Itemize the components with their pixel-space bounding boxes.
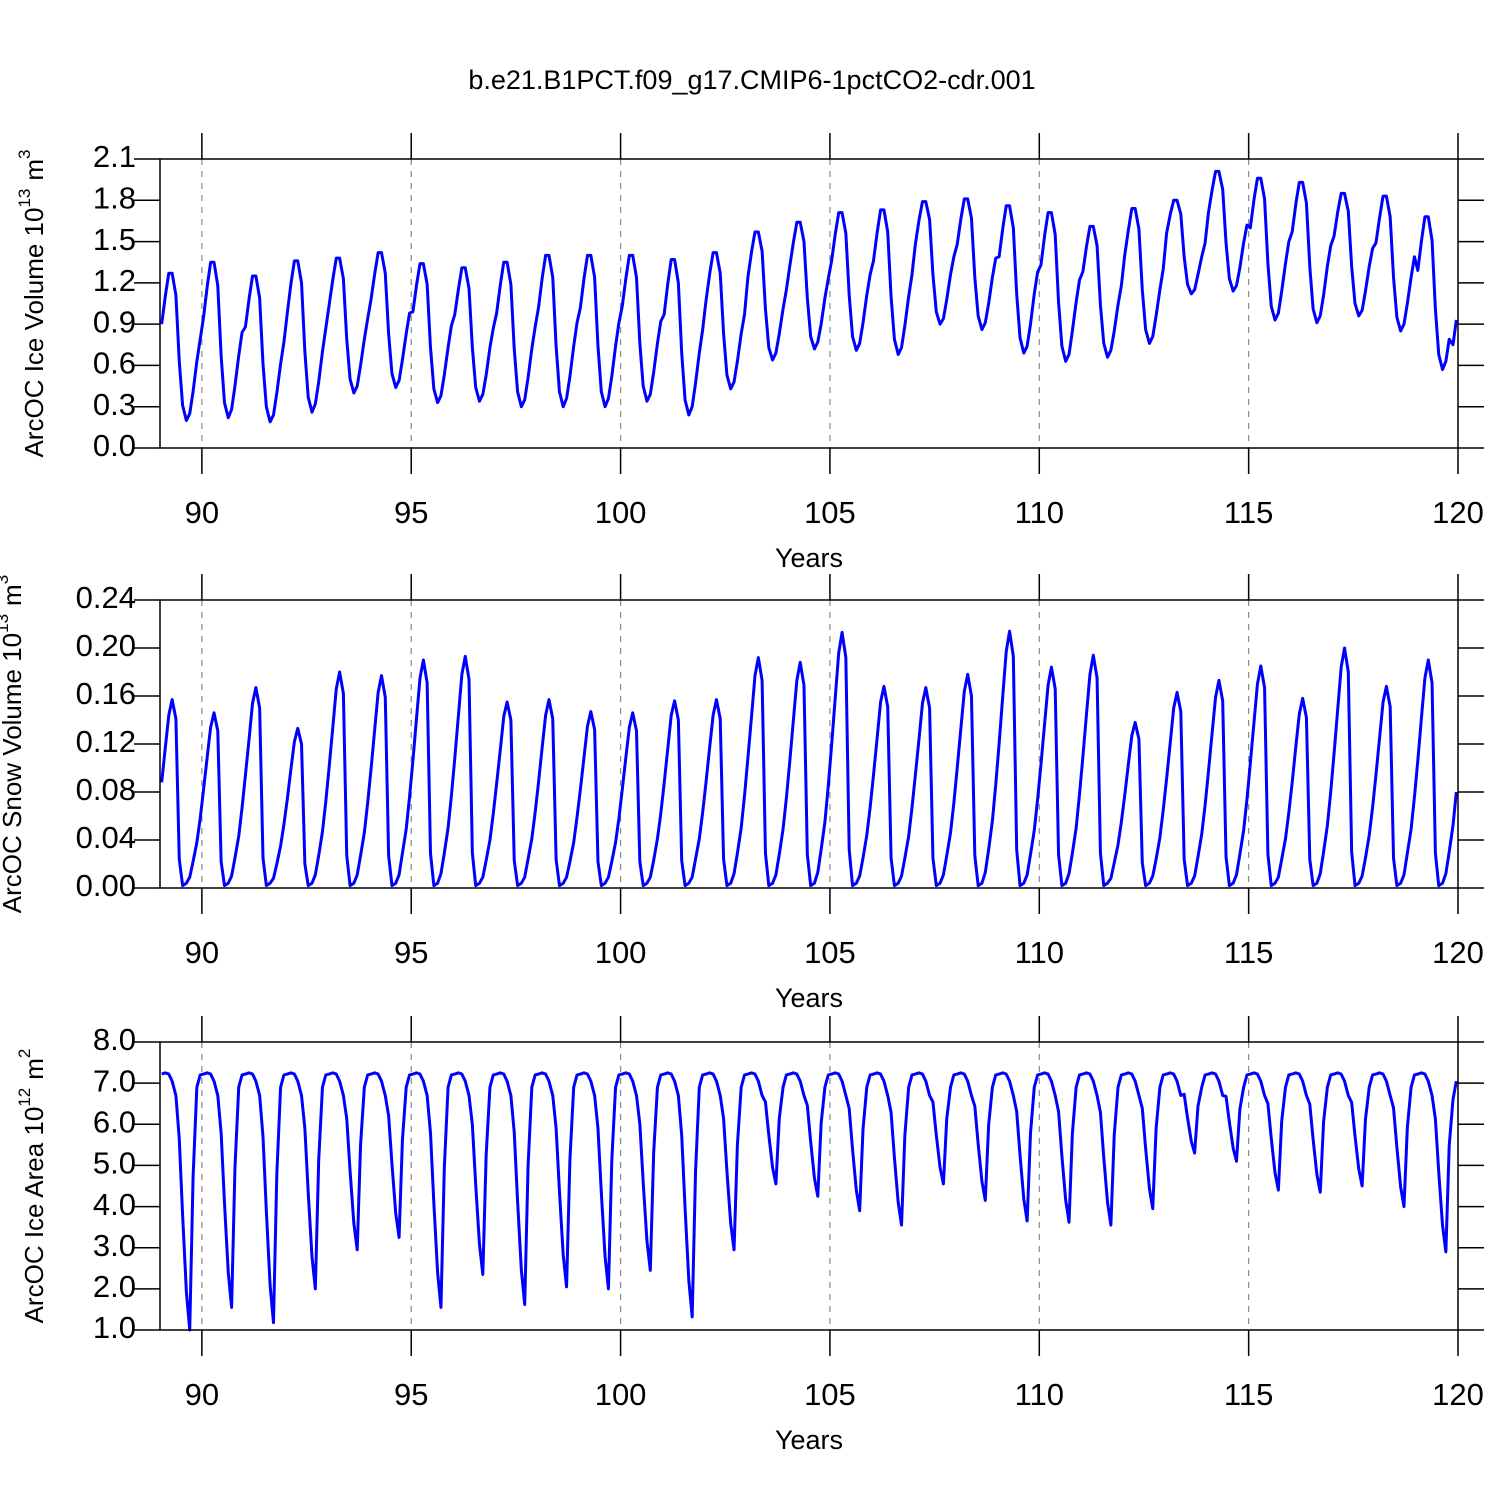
x-tick-label: 95	[394, 495, 428, 530]
x-tick-label: 120	[1432, 495, 1484, 530]
x-tick-label: 90	[185, 495, 219, 530]
x-tick-label: 110	[1015, 1377, 1064, 1412]
y-axis-label: ArcOC Ice Volume 1013 m3	[15, 149, 48, 457]
y-label-unit-exponent: 2	[15, 1049, 34, 1058]
y-tick-label: 0.00	[76, 868, 136, 903]
x-tick-label: 100	[595, 495, 647, 530]
data-line	[161, 1071, 1458, 1332]
plot-frame	[159, 599, 1459, 889]
y-tick-label: 0.6	[93, 346, 136, 381]
x-tick-label: 95	[394, 1377, 428, 1412]
y-tick-label: 5.0	[93, 1146, 136, 1181]
y-tick-label: 8.0	[93, 1022, 136, 1057]
x-axis-label: Years	[775, 983, 843, 1013]
y-tick-label: 1.8	[93, 180, 136, 215]
y-tick-label: 6.0	[93, 1104, 136, 1139]
figure-title: b.e21.B1PCT.f09_g17.CMIP6-1pctCO2-cdr.00…	[468, 65, 1035, 95]
y-tick-label: 1.2	[93, 263, 136, 298]
data-line	[160, 629, 1458, 888]
y-tick-label: 0.12	[76, 724, 136, 759]
x-tick-label: 115	[1224, 935, 1273, 970]
x-tick-label: 120	[1432, 935, 1484, 970]
y-label-exponent: 12	[15, 1088, 34, 1107]
y-tick-label: 7.0	[93, 1063, 136, 1098]
x-tick-label: 100	[595, 1377, 647, 1412]
x-tick-label: 115	[1224, 1377, 1273, 1412]
x-tick-label: 105	[804, 495, 856, 530]
x-tick-label: 105	[804, 1377, 856, 1412]
y-axis-label: ArcOC Snow Volume 1013 m3	[0, 575, 27, 913]
x-tick-label: 115	[1224, 495, 1273, 530]
y-label-text: ArcOC Ice Area 10	[19, 1107, 49, 1324]
x-tick-label: 95	[394, 935, 428, 970]
y-tick-label: 0.3	[93, 387, 136, 422]
y-tick-label: 0.08	[76, 772, 136, 807]
y-tick-label: 0.0	[93, 428, 136, 463]
y-label-unit-exponent: 3	[15, 149, 34, 158]
y-tick-label: 0.9	[93, 304, 136, 339]
y-tick-label: 0.16	[76, 676, 136, 711]
x-tick-label: 105	[804, 935, 856, 970]
y-label-unit: m	[0, 584, 27, 606]
y-tick-label: 4.0	[93, 1187, 136, 1222]
y-label-unit: m	[19, 1058, 49, 1080]
data-line	[160, 169, 1458, 424]
x-tick-label: 110	[1015, 495, 1064, 530]
x-tick-label: 100	[595, 935, 647, 970]
y-label-unit: m	[19, 159, 49, 181]
y-tick-label: 2.0	[93, 1269, 136, 1304]
plot-frame	[159, 158, 1459, 449]
y-tick-label: 1.5	[93, 222, 136, 257]
x-axis-label: Years	[775, 1425, 843, 1455]
y-label-unit-exponent: 3	[0, 575, 12, 584]
x-tick-label: 110	[1015, 935, 1064, 970]
y-tick-label: 0.04	[76, 820, 136, 855]
y-label-exponent: 13	[0, 614, 12, 633]
x-tick-label: 90	[185, 1377, 219, 1412]
y-label-text: ArcOC Snow Volume 10	[0, 633, 27, 913]
plot-frame	[159, 1041, 1459, 1331]
y-tick-label: 1.0	[93, 1310, 136, 1345]
y-label-text: ArcOC Ice Volume 10	[19, 208, 49, 458]
y-tick-label: 2.1	[93, 139, 136, 174]
x-tick-label: 90	[185, 935, 219, 970]
y-axis-label: ArcOC Ice Area 1012 m2	[15, 1049, 48, 1324]
y-label-exponent: 13	[15, 189, 34, 208]
y-tick-label: 0.20	[76, 628, 136, 663]
y-tick-label: 0.24	[76, 580, 136, 615]
y-tick-label: 3.0	[93, 1228, 136, 1263]
x-tick-label: 120	[1432, 1377, 1484, 1412]
x-axis-label: Years	[775, 543, 843, 573]
